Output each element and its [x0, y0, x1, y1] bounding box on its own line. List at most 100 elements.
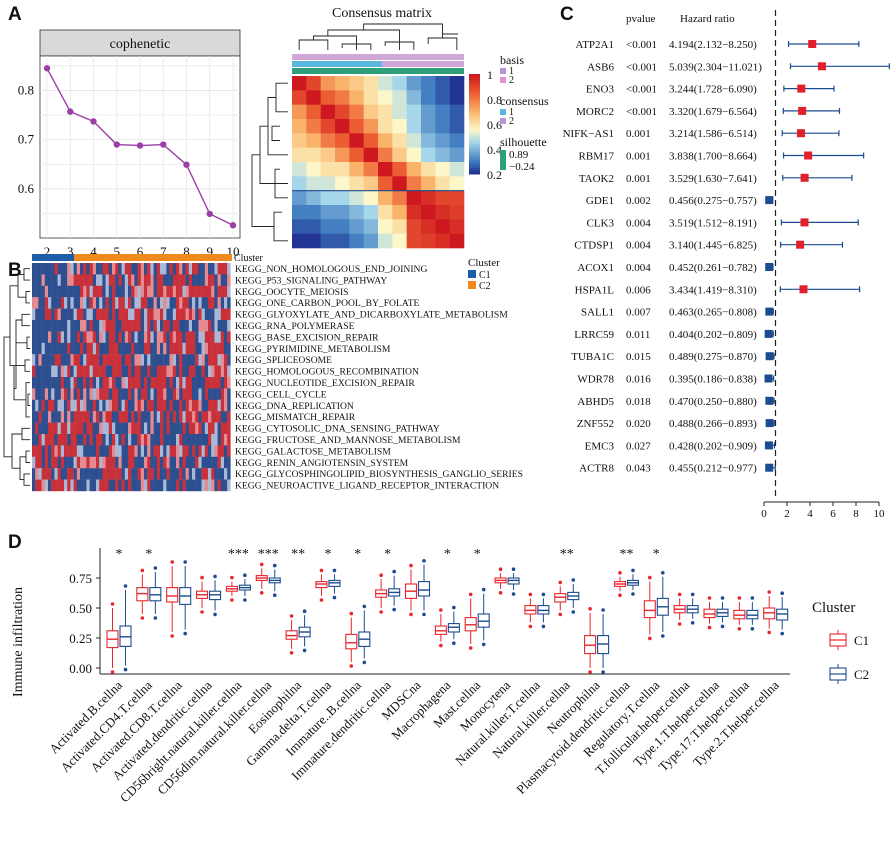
- heatmap-cell: [204, 263, 209, 275]
- heatmap-cell: [185, 354, 189, 366]
- heatmap-cell: [105, 354, 109, 366]
- heatmap-cell: [115, 456, 119, 469]
- heatmap-cell: [220, 308, 225, 321]
- heatmap-cell: [137, 285, 141, 298]
- heatmap-cell: [64, 445, 68, 457]
- heatmap-cell: [166, 388, 170, 400]
- heatmap-cell: [166, 354, 170, 366]
- legend-gradient-step: [469, 172, 480, 175]
- heatmap-cell: [128, 320, 132, 332]
- heatmap-cell: [204, 274, 209, 286]
- annotation-swatch: [500, 68, 506, 74]
- heatmap-cell: [108, 354, 113, 366]
- heatmap-cell: [73, 411, 77, 423]
- pvalue-label: 0.020: [626, 418, 651, 430]
- heatmap-cell: [41, 365, 45, 378]
- heatmap-cell: [102, 377, 106, 389]
- heatmap-cell: [208, 399, 212, 412]
- heatmap-cell: [115, 331, 119, 343]
- heatmap-cell: [35, 342, 39, 355]
- matrix-cell: [449, 90, 465, 105]
- heatmap-cell: [150, 434, 154, 446]
- heatmap-cell: [192, 456, 196, 469]
- heatmap-cell: [153, 274, 157, 286]
- heatmap-cell: [195, 308, 199, 321]
- heatmap-cell: [99, 285, 103, 298]
- outlier-point: [183, 631, 187, 636]
- panel-letter-a: A: [8, 4, 22, 25]
- gene-label: GDE1: [586, 195, 614, 207]
- heatmap-cell: [108, 297, 113, 309]
- legend-gradient-step: [469, 110, 480, 113]
- legend-gradient-step: [469, 168, 480, 171]
- heatmap-cell: [188, 456, 193, 469]
- heatmap-cell: [176, 331, 180, 343]
- heatmap-cell: [121, 365, 125, 378]
- heatmap-cell: [176, 274, 180, 286]
- heatmap-cell: [214, 445, 218, 457]
- heatmap-cell: [64, 263, 68, 275]
- heatmap-cell: [153, 399, 157, 412]
- heatmap-cell: [217, 422, 221, 435]
- heatmap-cell: [208, 388, 212, 400]
- heatmap-cell: [182, 263, 186, 275]
- heatmap-cell: [156, 479, 161, 492]
- heatmap-cell: [118, 354, 122, 366]
- heatmap-cell: [204, 354, 209, 366]
- box-body: [643, 600, 656, 619]
- hr-marker: [764, 441, 773, 450]
- heatmap-cell: [99, 274, 103, 286]
- heatmap-cell: [163, 377, 167, 389]
- heatmap-cell: [217, 354, 221, 366]
- heatmap-cell: [156, 422, 161, 435]
- heatmap-cell: [57, 297, 61, 309]
- heatmap-cell: [80, 411, 84, 423]
- heatmap-cell: [115, 365, 119, 378]
- heatmap-cell: [121, 285, 125, 298]
- x-tick-label: 6: [830, 508, 836, 520]
- heatmap-cell: [179, 399, 183, 412]
- heatmap-cell: [156, 320, 161, 332]
- heatmap-cell: [150, 331, 154, 343]
- heatmap-cell: [208, 456, 212, 469]
- heatmap-cell: [60, 297, 65, 309]
- heatmap-cell: [112, 445, 116, 457]
- heatmap-cell: [169, 365, 173, 378]
- heatmap-cell: [150, 342, 154, 355]
- heatmap-cell: [96, 399, 100, 412]
- heatmap-cell: [108, 274, 113, 286]
- heatmap-cell: [57, 422, 61, 435]
- heatmap-cell: [156, 388, 161, 400]
- matrix-cell: [378, 119, 393, 134]
- heatmap-cell: [192, 388, 196, 400]
- heatmap-cell: [73, 456, 77, 469]
- heatmap-cell: [192, 274, 196, 286]
- hr-label: 3.529(1.630−7.641): [669, 173, 757, 185]
- heatmap-cell: [64, 320, 68, 332]
- heatmap-cell: [112, 434, 116, 446]
- heatmap-cell: [102, 422, 106, 435]
- heatmap-cell: [121, 354, 125, 366]
- heatmap-cell: [214, 354, 218, 366]
- heatmap-cell: [35, 274, 39, 286]
- heatmap-cell: [32, 308, 36, 321]
- heatmap-cell: [182, 399, 186, 412]
- outlier-point: [481, 642, 486, 647]
- heatmap-cell: [140, 331, 145, 343]
- heatmap-cell: [166, 285, 170, 298]
- heatmap-cell: [182, 331, 186, 343]
- heatmap-cell: [76, 456, 81, 469]
- heatmap-cell: [51, 399, 55, 412]
- heatmap-cell: [54, 468, 58, 480]
- data-point: [43, 65, 51, 72]
- heatmap-cell: [102, 399, 106, 412]
- heatmap-cell: [51, 456, 55, 469]
- matrix-cell: [292, 190, 307, 206]
- outlier-point: [767, 590, 771, 594]
- heatmap-cell: [214, 377, 218, 389]
- heatmap-cell: [144, 434, 148, 446]
- matrix-cell: [349, 233, 364, 249]
- heatmap-cell: [188, 445, 193, 457]
- heatmap-cell: [153, 422, 157, 435]
- heatmap-cell: [44, 308, 49, 321]
